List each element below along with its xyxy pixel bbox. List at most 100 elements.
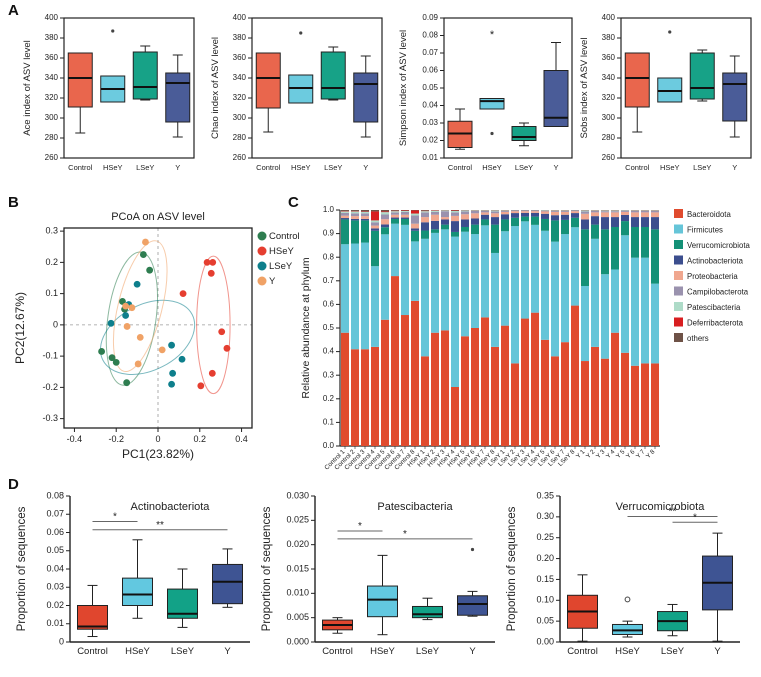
svg-text:0.0: 0.0: [323, 441, 335, 450]
svg-text:Control: Control: [256, 163, 281, 172]
svg-text:0.030: 0.030: [286, 490, 309, 500]
svg-text:-0.2: -0.2: [108, 434, 124, 444]
svg-text:0.000: 0.000: [286, 636, 309, 646]
svg-text:HSeY: HSeY: [370, 646, 395, 657]
svg-text:260: 260: [45, 153, 59, 162]
svg-text:380: 380: [233, 33, 247, 42]
svg-text:LSeY: LSeY: [324, 163, 342, 172]
svg-text:320: 320: [45, 93, 59, 102]
svg-text:HSeY: HSeY: [125, 646, 150, 657]
svg-text:others: others: [687, 334, 709, 343]
svg-text:0.7: 0.7: [323, 276, 335, 285]
svg-text:Y 8: Y 8: [645, 448, 657, 460]
svg-text:280: 280: [45, 133, 59, 142]
svg-text:*: *: [403, 529, 407, 540]
svg-text:0.5: 0.5: [323, 323, 335, 332]
svg-text:0.04: 0.04: [46, 563, 64, 573]
svg-text:0: 0: [59, 636, 64, 646]
svg-text:0.30: 0.30: [536, 511, 554, 521]
svg-text:LSeY: LSeY: [661, 646, 685, 657]
svg-text:Proportion of sequences: Proportion of sequences: [16, 506, 28, 631]
svg-text:0.3: 0.3: [323, 370, 335, 379]
svg-text:0.025: 0.025: [286, 515, 309, 525]
svg-text:-0.2: -0.2: [42, 382, 58, 392]
svg-text:0: 0: [53, 319, 58, 329]
svg-text:Proteobacteria: Proteobacteria: [687, 272, 738, 281]
svg-text:PC1(23.82%): PC1(23.82%): [122, 447, 194, 461]
svg-text:Patescibacteria: Patescibacteria: [377, 501, 453, 513]
svg-text:360: 360: [602, 53, 616, 62]
svg-text:0.010: 0.010: [286, 588, 309, 598]
svg-text:LSeY: LSeY: [136, 163, 154, 172]
svg-text:Firmicutes: Firmicutes: [687, 226, 723, 235]
svg-text:280: 280: [602, 133, 616, 142]
svg-text:0.005: 0.005: [286, 612, 309, 622]
svg-text:Y: Y: [269, 276, 276, 287]
svg-text:Control: Control: [322, 646, 353, 657]
svg-text:400: 400: [45, 13, 59, 22]
svg-text:0.08: 0.08: [46, 490, 64, 500]
boxplot-actinobacteriota: 0 0.01 0.02 0.03 0.04 0.05 0.06 0.07 0.0…: [14, 486, 258, 677]
svg-text:0.07: 0.07: [422, 48, 438, 57]
svg-text:Deferribacterota: Deferribacterota: [687, 319, 744, 328]
svg-text:Campilobacterota: Campilobacterota: [687, 288, 749, 297]
svg-text:0.09: 0.09: [422, 13, 438, 22]
svg-text:0.2: 0.2: [45, 257, 58, 267]
svg-text:320: 320: [233, 93, 247, 102]
svg-text:-0.3: -0.3: [42, 413, 58, 423]
svg-text:HSeY: HSeY: [660, 163, 680, 172]
svg-text:0.05: 0.05: [46, 545, 64, 555]
svg-text:320: 320: [602, 93, 616, 102]
svg-text:400: 400: [233, 13, 247, 22]
svg-text:400: 400: [602, 13, 616, 22]
svg-text:*: *: [358, 521, 362, 532]
svg-text:HSeY: HSeY: [103, 163, 123, 172]
svg-text:0.07: 0.07: [46, 509, 64, 519]
svg-text:0.05: 0.05: [422, 83, 438, 92]
svg-text:HSeY: HSeY: [615, 646, 640, 657]
svg-text:Y: Y: [469, 646, 476, 657]
svg-text:LSeY: LSeY: [693, 163, 711, 172]
svg-text:Control: Control: [625, 163, 650, 172]
svg-text:0.20: 0.20: [536, 553, 554, 563]
svg-text:0.06: 0.06: [422, 66, 438, 75]
svg-text:-0.1: -0.1: [42, 351, 58, 361]
svg-text:300: 300: [45, 113, 59, 122]
svg-text:0.3: 0.3: [45, 226, 58, 236]
svg-text:340: 340: [602, 73, 616, 82]
svg-text:Control: Control: [567, 646, 598, 657]
svg-text:Simpson index of ASV level: Simpson index of ASV level: [398, 30, 409, 146]
svg-text:Y: Y: [732, 163, 737, 172]
svg-text:Verrucomicrobiota: Verrucomicrobiota: [616, 501, 706, 513]
svg-text:Y: Y: [224, 646, 231, 657]
svg-text:0.15: 0.15: [536, 574, 554, 584]
svg-text:0.8: 0.8: [323, 252, 335, 261]
svg-text:Control: Control: [77, 646, 108, 657]
svg-text:Chao index of ASV level: Chao index of ASV level: [210, 37, 221, 139]
svg-text:0.02: 0.02: [422, 136, 438, 145]
svg-text:Actinobacteriota: Actinobacteriota: [131, 501, 211, 513]
svg-text:0.08: 0.08: [422, 31, 438, 40]
svg-text:PC2(12.67%): PC2(12.67%): [13, 292, 27, 364]
svg-text:0.1: 0.1: [45, 288, 58, 298]
svg-text:LSeY: LSeY: [171, 646, 195, 657]
svg-text:0.06: 0.06: [46, 527, 64, 537]
svg-text:0.015: 0.015: [286, 563, 309, 573]
svg-text:**: **: [669, 506, 677, 517]
svg-text:Proportion of sequences: Proportion of sequences: [506, 506, 518, 631]
svg-text:0.03: 0.03: [46, 582, 64, 592]
svg-text:0.05: 0.05: [536, 616, 554, 626]
svg-text:380: 380: [602, 33, 616, 42]
svg-text:0.02: 0.02: [46, 600, 64, 610]
pcoa-scatter-plot: PCoA on ASV level -0.4 -0.2 0 0.2 0.4 -0…: [12, 202, 304, 475]
boxplot-patescibacteria: 0.000 0.005 0.010 0.015 0.020 0.025 0.03…: [259, 486, 503, 677]
svg-text:300: 300: [602, 113, 616, 122]
svg-text:260: 260: [233, 153, 247, 162]
svg-text:Actinobacteriota: Actinobacteriota: [687, 257, 744, 266]
svg-text:0.01: 0.01: [46, 618, 64, 628]
